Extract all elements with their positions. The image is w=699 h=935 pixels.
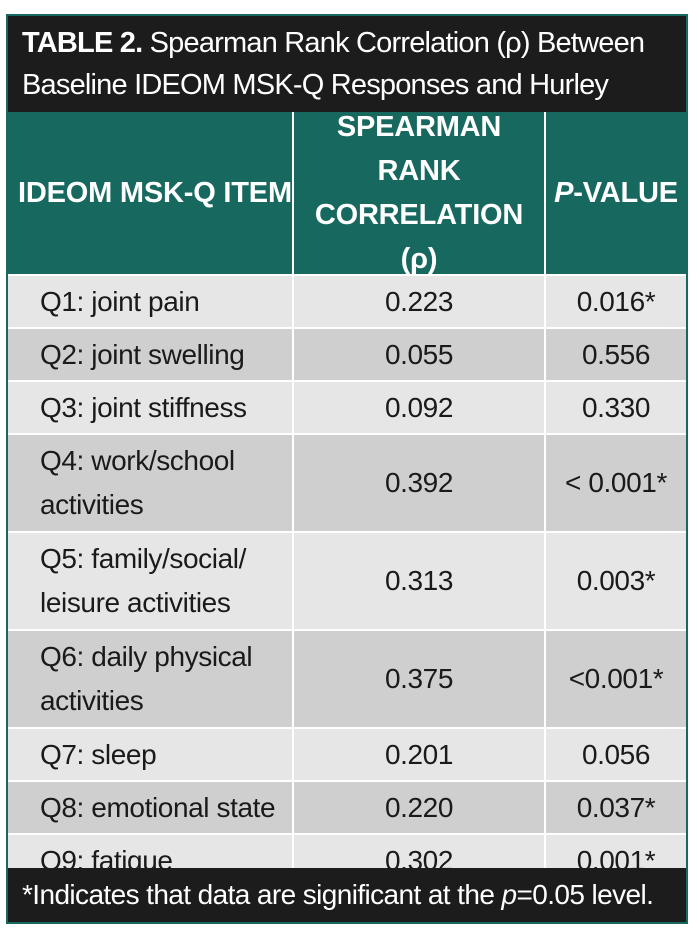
table-caption: Spearman Rank Correlation (ρ) Between Ba… (22, 27, 645, 143)
pvalue-cell: < 0.001* (565, 467, 667, 498)
rho-cell: 0.055 (294, 329, 546, 380)
footnote-p-symbol: p (501, 879, 517, 910)
item-cell: Q1: joint pain (8, 276, 294, 327)
table-row: Q7: sleep 0.201 0.056 (8, 727, 686, 780)
table-row: Q2: joint swelling 0.055 0.556 (8, 327, 686, 380)
header-correlation: SPEARMAN RANK CORRELATION (ρ) (294, 111, 546, 275)
rho-cell: 0.223 (294, 276, 546, 327)
rho-cell: 0.392 (294, 435, 546, 531)
table-row: Q5: family/social/ leisure activities 0.… (8, 531, 686, 629)
table-header-row: IDEOM MSK-Q ITEM SPEARMAN RANK CORRELATI… (8, 111, 686, 275)
pvalue-cell: 0.056 (581, 738, 651, 770)
table-row: Q3: joint stiffness 0.092 0.330 (8, 380, 686, 433)
pvalue-cell: 0.330 (581, 391, 651, 423)
header-pvalue: P -VALUE (546, 112, 686, 274)
table-title: TABLE 2. Spearman Rank Correlation (ρ) B… (8, 16, 686, 143)
rho-cell: 0.375 (294, 631, 546, 727)
header-pvalue-p: P (554, 177, 574, 209)
item-cell: Q4: work/school activities (8, 435, 294, 531)
item-cell: Q3: joint stiffness (8, 382, 294, 433)
table-row: Q6: daily physical activities 0.375 <0.0… (8, 629, 686, 727)
rho-cell: 0.201 (294, 729, 546, 780)
pvalue-cell: <0.001* (568, 663, 664, 694)
rho-cell: 0.220 (294, 782, 546, 833)
item-cell: Q2: joint swelling (8, 329, 294, 380)
pvalue-cell: 0.037* (576, 791, 656, 823)
item-cell: Q6: daily physical activities (8, 631, 294, 727)
header-pvalue-suffix: -VALUE (573, 177, 678, 209)
item-cell: Q8: emotional state (8, 782, 294, 833)
item-cell: Q5: family/social/ leisure activities (8, 533, 294, 629)
table-row: Q8: emotional state 0.220 0.037* (8, 780, 686, 833)
rho-cell: 0.313 (294, 533, 546, 629)
table-row: Q4: work/school activities 0.392 < 0.001… (8, 433, 686, 531)
table-frame: TABLE 2. Spearman Rank Correlation (ρ) B… (6, 14, 688, 924)
rho-cell: 0.092 (294, 382, 546, 433)
table-row: Q1: joint pain 0.223 0.016* (8, 274, 686, 327)
pvalue-cell: 0.556 (581, 338, 651, 370)
item-cell: Q7: sleep (8, 729, 294, 780)
footnote-text-end: =0.05 level. (516, 879, 654, 910)
footnote-text-start: *Indicates that data are significant at … (22, 879, 502, 910)
table-number: TABLE 2. (22, 27, 143, 59)
pvalue-cell: 0.016* (576, 285, 656, 317)
header-item: IDEOM MSK-Q ITEM (8, 112, 294, 274)
table-body: Q1: joint pain 0.223 0.016* Q2: joint sw… (8, 274, 686, 886)
table-footnote: *Indicates that data are significant at … (8, 868, 686, 922)
pvalue-cell: 0.003* (576, 565, 656, 596)
